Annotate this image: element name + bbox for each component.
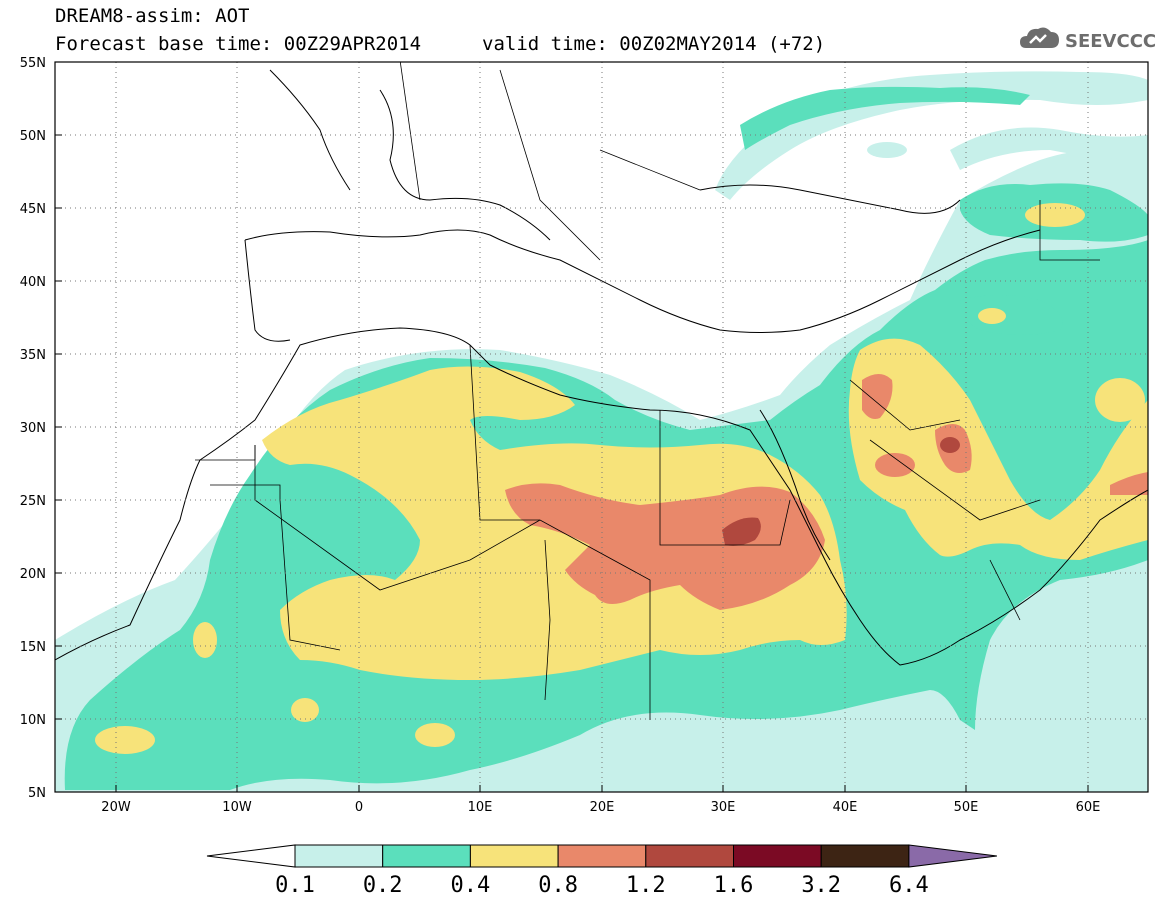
- colorbar-low-extend: [206, 844, 296, 868]
- lat-label: 45N: [20, 202, 46, 217]
- lon-label: 50E: [954, 800, 979, 815]
- colorbar-segment: [645, 844, 734, 868]
- lat-label: 55N: [20, 56, 46, 71]
- lon-label: 40E: [833, 800, 858, 815]
- forecast-base-time: Forecast base time: 00Z29APR2014: [55, 33, 422, 55]
- colorbar-label: 1.2: [626, 873, 666, 898]
- graticule: [55, 62, 1148, 792]
- lat-label: 40N: [20, 275, 46, 290]
- lat-label: 50N: [20, 129, 46, 144]
- colorbar: 0.1 0.2 0.4 0.8 1.2 1.6 3.2 6.4: [206, 844, 997, 898]
- axis-ticks: [55, 61, 1089, 793]
- lat-label: 15N: [20, 640, 46, 655]
- lat-label: 35N: [20, 348, 46, 363]
- colorbar-segment: [733, 844, 822, 868]
- lat-label: 5N: [28, 786, 46, 801]
- aot-band-1.2: [722, 437, 960, 546]
- lon-label: 20W: [101, 800, 131, 815]
- logo-text: SEEVCCC: [1065, 31, 1156, 52]
- colorbar-label: 0.4: [451, 873, 491, 898]
- map-title: DREAM8-assim: AOT: [55, 5, 250, 27]
- colorbar-high-extend: [908, 844, 997, 868]
- lon-label: 20E: [590, 800, 615, 815]
- lat-label: 10N: [20, 713, 46, 728]
- lat-label: 25N: [20, 494, 46, 509]
- lon-label: 30E: [711, 800, 736, 815]
- colorbar-segment: [469, 844, 559, 868]
- country-borders: [195, 62, 1100, 720]
- longitude-labels: 20W 10W 0 10E 20E 30E 40E 50E 60E: [101, 800, 1100, 815]
- cloud-logo-icon: SEEVCCC: [1020, 27, 1156, 52]
- colorbar-label: 6.4: [889, 873, 929, 898]
- colorbar-segment: [294, 844, 384, 868]
- seevccc-logo: SEEVCCC: [1018, 22, 1158, 56]
- lon-label: 0: [355, 800, 363, 815]
- lon-label: 60E: [1076, 800, 1101, 815]
- colorbar-label: 0.8: [538, 873, 578, 898]
- colorbar-label: 1.6: [714, 873, 754, 898]
- latitude-labels: 55N 50N 45N 40N 35N 30N 25N 20N 15N 10N …: [20, 56, 46, 801]
- colorbar-segment: [820, 844, 910, 868]
- lat-label: 30N: [20, 421, 46, 436]
- colorbar-segment: [557, 844, 647, 868]
- lat-label: 20N: [20, 567, 46, 582]
- colorbar-label: 0.2: [363, 873, 403, 898]
- aot-field: [55, 71, 1148, 792]
- colorbar-label: 0.1: [275, 873, 315, 898]
- lon-label: 10W: [222, 800, 252, 815]
- colorbar-segment: [382, 844, 471, 868]
- colorbar-label: 3.2: [801, 873, 841, 898]
- lon-label: 10E: [468, 800, 493, 815]
- valid-time: valid time: 00Z02MAY2014 (+72): [482, 33, 826, 55]
